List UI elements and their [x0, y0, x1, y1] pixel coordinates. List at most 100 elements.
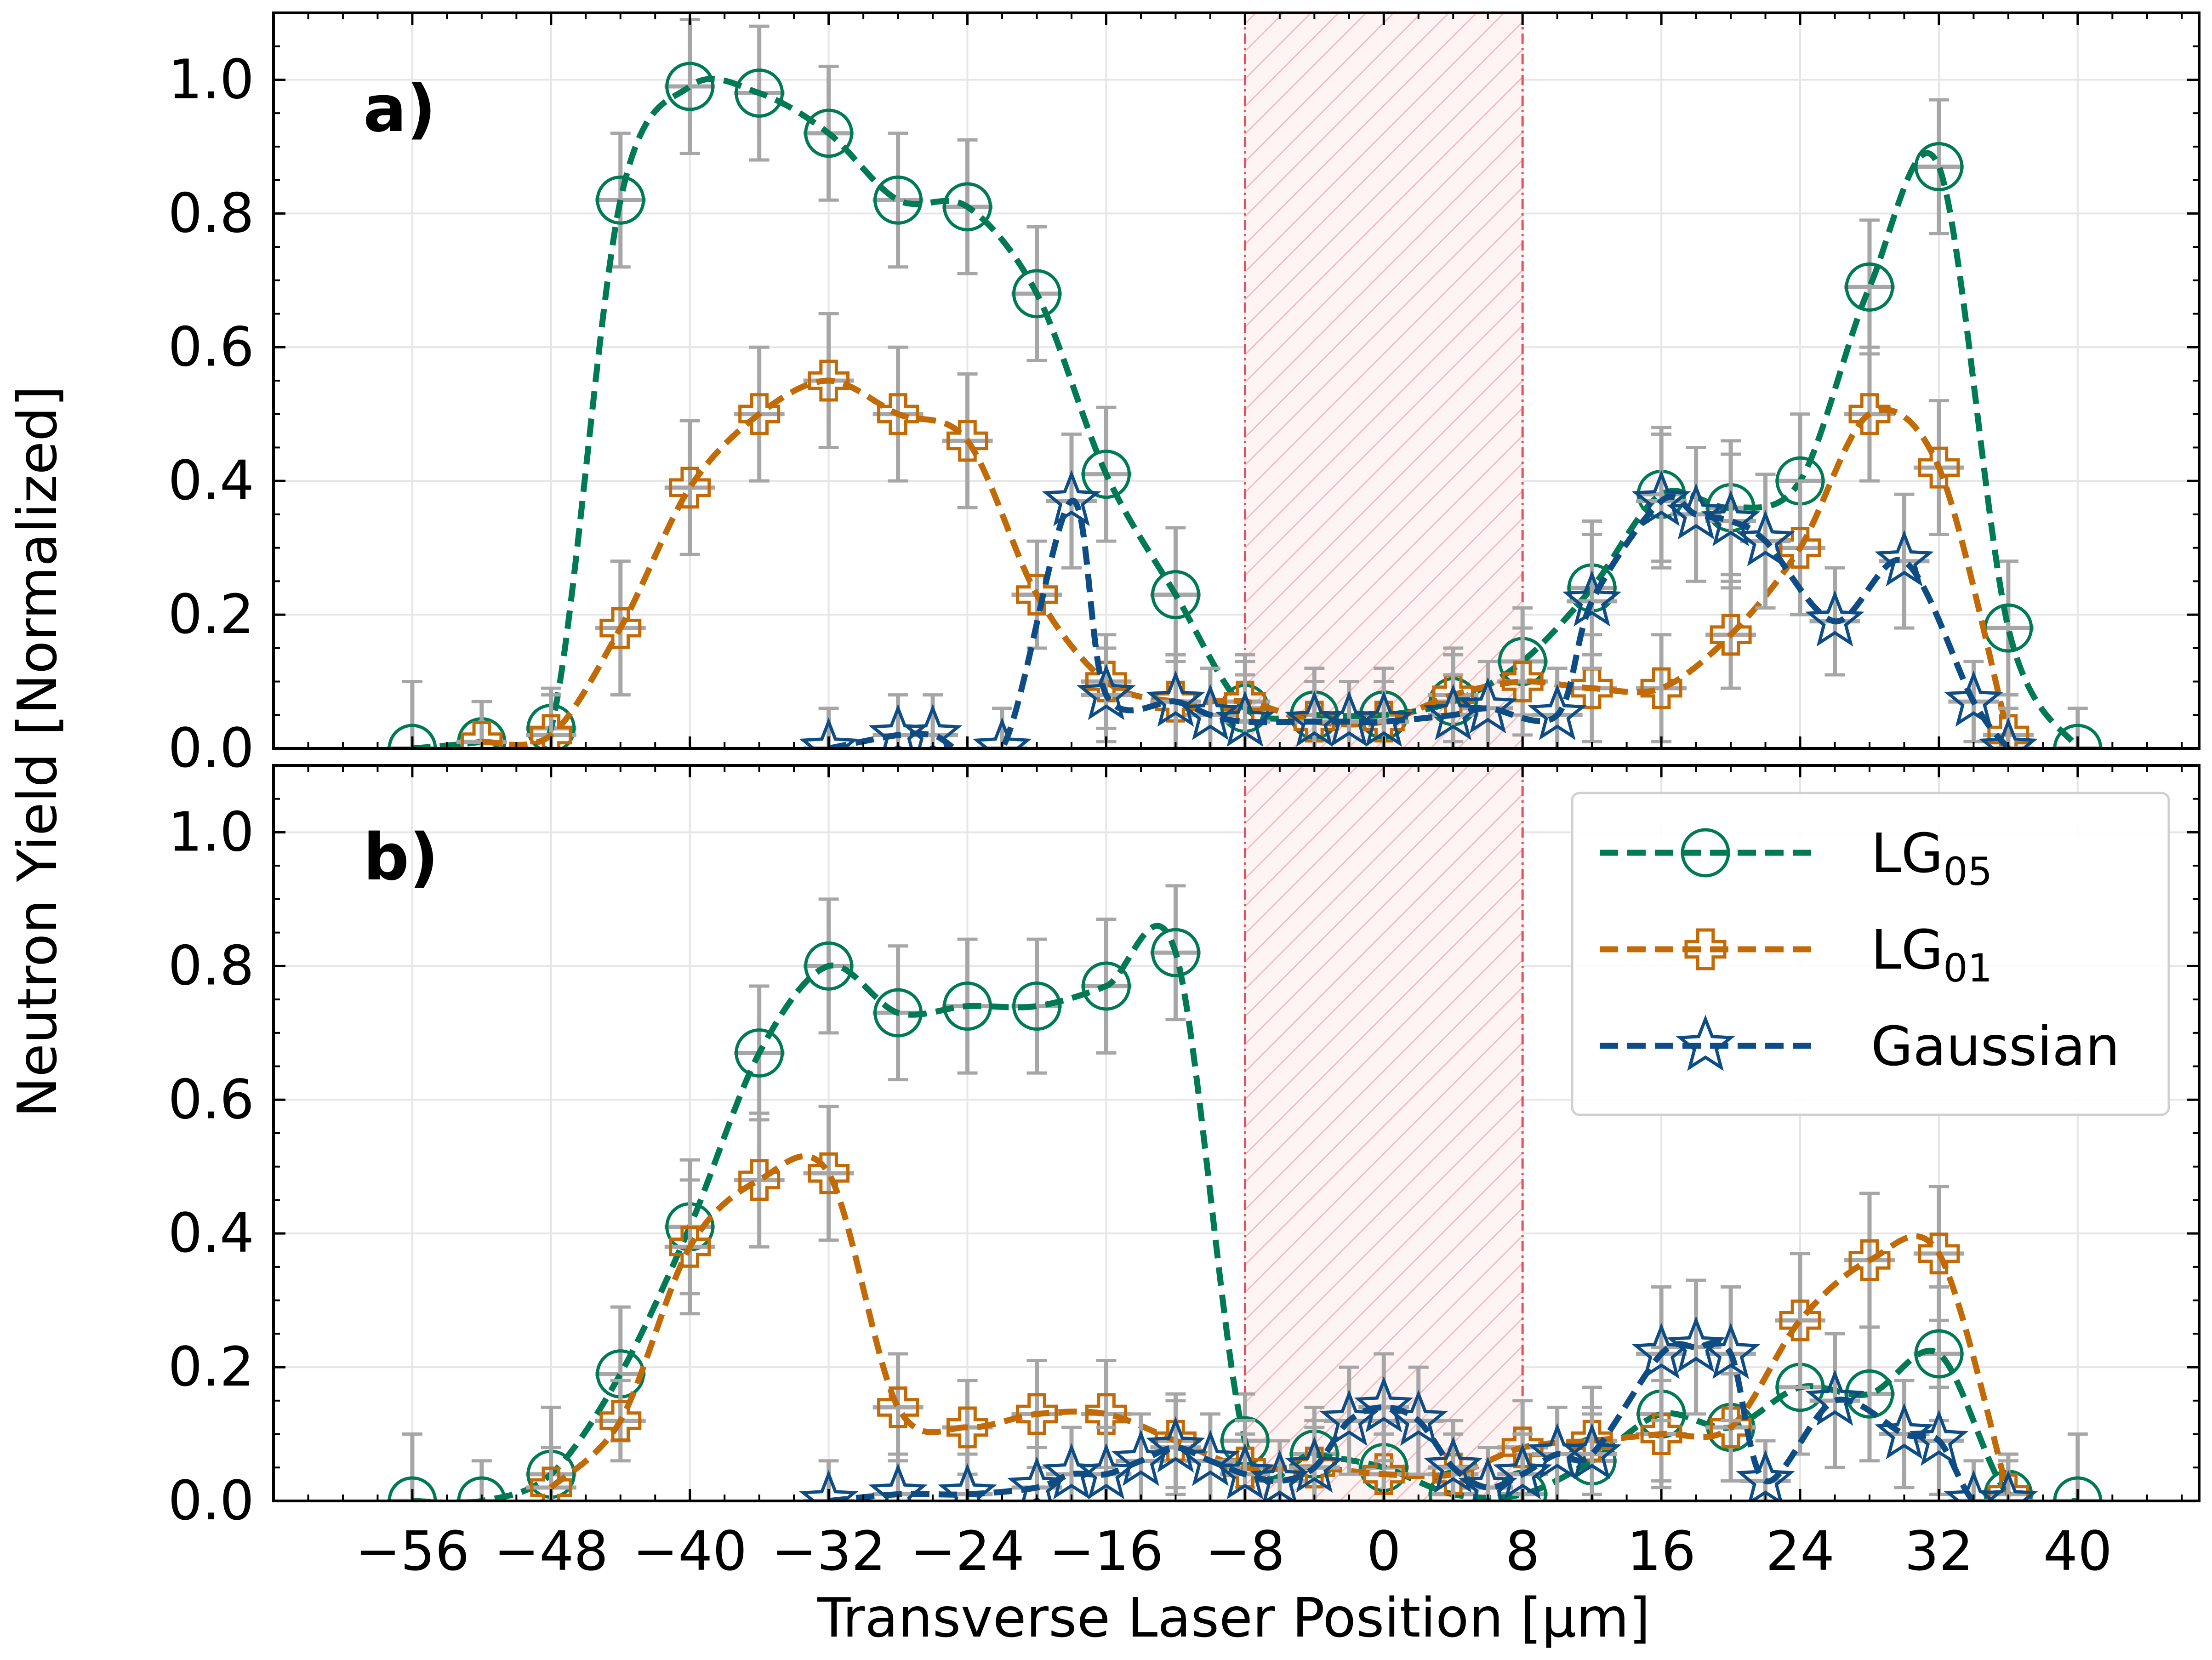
legend-label: Gaussian	[1871, 1015, 2120, 1078]
data-point	[1012, 269, 1062, 319]
error-bar	[2052, 1432, 2103, 1501]
data-point	[877, 393, 919, 435]
error-bar	[1775, 1252, 1826, 1389]
data-point	[1085, 661, 1127, 702]
data-point	[388, 1476, 437, 1501]
data-point	[1250, 1449, 1310, 1501]
data-point	[1640, 1413, 1682, 1455]
data-point	[1736, 1449, 1795, 1501]
data-point	[738, 1159, 781, 1201]
series-gaussian	[799, 432, 2038, 748]
data-point	[1423, 1436, 1483, 1493]
y-tick-label: 0.8	[168, 934, 254, 997]
x-tick-label: −56	[355, 1519, 469, 1583]
data-point	[461, 721, 503, 748]
data-point	[873, 175, 923, 225]
data-point	[1848, 393, 1891, 435]
data-point	[599, 1400, 642, 1442]
y-tick-label: 0.4	[168, 1201, 254, 1265]
data-point	[1736, 510, 1795, 566]
data-point	[457, 1476, 507, 1501]
data-point	[1805, 590, 1864, 647]
x-tick-label: −16	[1049, 1519, 1163, 1583]
legend-label-subscript: 01	[1943, 946, 1992, 991]
panel-b: 0.0 0.2 0.4 0.6 0.8 1.0 b) −56 −48 −40 −32 −24 −16 −8…	[168, 764, 2201, 1583]
data-point	[1354, 690, 1414, 747]
y-axis-label: Neutron Yield [Normalized]	[6, 386, 69, 1118]
data-point	[946, 420, 988, 462]
x-tick-label: −40	[633, 1519, 747, 1583]
data-point	[1845, 262, 1894, 312]
data-point	[738, 393, 781, 435]
error-bar	[664, 18, 715, 155]
data-point	[1389, 1389, 1448, 1446]
shaded-region	[1245, 13, 1523, 748]
error-bar	[872, 131, 924, 269]
error-bar	[734, 1111, 785, 1249]
x-tick-label: 32	[1904, 1519, 1973, 1583]
legend-item-gaussian: Gaussian	[1600, 1015, 2120, 1078]
data-point	[1363, 1453, 1405, 1495]
data-layer	[387, 884, 2103, 1501]
error-bar	[1844, 218, 1895, 356]
data-point	[938, 1463, 997, 1501]
data-point	[599, 607, 642, 649]
data-point	[530, 1466, 572, 1501]
error-bar	[1913, 98, 1964, 235]
panel-label: b)	[363, 820, 439, 895]
data-point	[1918, 1232, 1960, 1275]
data-point	[596, 175, 645, 225]
data-point	[877, 1386, 919, 1428]
x-tick-label: 0	[1367, 1519, 1401, 1583]
data-point	[868, 1463, 928, 1501]
data-point	[808, 359, 850, 402]
data-point	[1909, 1409, 1969, 1466]
data-point	[1016, 574, 1058, 616]
y-tick-label: 1.0	[168, 800, 254, 863]
series-line	[828, 494, 2011, 748]
data-point	[1631, 470, 1691, 526]
error-bar	[664, 419, 715, 556]
legend-label-main: Gaussian	[1871, 1015, 2120, 1078]
data-point	[1146, 1416, 1205, 1473]
ticks	[274, 765, 2199, 1502]
data-point	[1081, 961, 1131, 1011]
data-point	[1458, 677, 1518, 734]
data-point	[1077, 663, 1136, 720]
series-line	[412, 76, 2081, 748]
series-gaussian	[799, 1278, 2038, 1501]
data-point	[1077, 1443, 1136, 1500]
data-point	[1701, 490, 1761, 547]
data-point	[669, 467, 711, 509]
y-tick-label: 0.8	[168, 181, 254, 245]
data-point	[1914, 142, 1964, 192]
x-tick-label: −48	[494, 1519, 608, 1583]
data-point	[1640, 667, 1682, 709]
data-point	[873, 988, 923, 1038]
data-point	[1012, 981, 1062, 1031]
legend-label-subscript: 05	[1943, 849, 1992, 894]
data-point	[1180, 684, 1240, 740]
axes-frame	[272, 11, 2201, 750]
legend-marker	[1676, 1015, 1735, 1071]
data-point	[1151, 928, 1200, 977]
ticks	[274, 13, 2199, 750]
panel-label: a)	[363, 72, 436, 147]
legend-box	[1571, 792, 2170, 1116]
x-tick-label: −8	[1205, 1519, 1285, 1583]
data-point	[1710, 614, 1752, 656]
data-point	[1215, 690, 1275, 747]
data-point	[1875, 1403, 1934, 1460]
y-tick-label: 1.0	[168, 47, 254, 111]
x-axis-label: Transverse Laser Position [µm]	[817, 1586, 1650, 1649]
legend-marker	[1681, 828, 1730, 878]
x-tick-label: −32	[771, 1519, 886, 1583]
data-point	[1571, 667, 1613, 709]
data-point	[1354, 1376, 1414, 1433]
y-tick-label: 0.6	[168, 315, 254, 378]
series-lg01	[525, 1105, 2034, 1501]
data-point	[1978, 1470, 2038, 1501]
data-point	[1285, 1436, 1344, 1493]
data-point	[1987, 1473, 2030, 1501]
